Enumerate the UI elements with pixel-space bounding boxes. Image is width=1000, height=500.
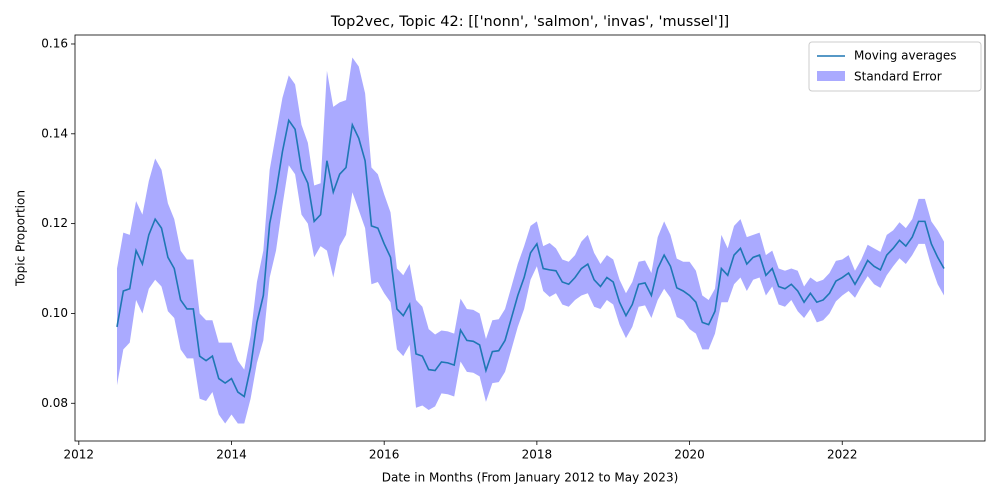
x-tick-label: 2016 [369, 448, 400, 462]
legend-box [808, 41, 982, 92]
x-axis-label: Date in Months (From January 2012 to May… [382, 471, 679, 485]
legend-label: Moving averages [854, 49, 957, 63]
y-tick-label: 0.16 [41, 36, 68, 50]
x-tick-label: 2012 [64, 448, 95, 462]
x-tick-label: 2014 [216, 448, 247, 462]
error-band [116, 57, 945, 424]
x-tick-label: 2018 [522, 448, 553, 462]
y-tick-label: 0.10 [41, 306, 68, 320]
legend-label: Standard Error [854, 70, 942, 84]
y-axis-label: Topic Proportion [14, 190, 28, 287]
y-tick-label: 0.12 [41, 216, 68, 230]
legend-swatch [817, 71, 845, 81]
plot-frame [74, 34, 986, 442]
chart-title: Top2vec, Topic 42: [['nonn', 'salmon', '… [330, 14, 729, 30]
line [116, 118, 945, 398]
y-tick-label: 0.14 [41, 126, 68, 140]
x-tick-label: 2022 [827, 448, 858, 462]
y-tick-label: 0.08 [41, 396, 68, 410]
x-tick-label: 2020 [674, 448, 705, 462]
